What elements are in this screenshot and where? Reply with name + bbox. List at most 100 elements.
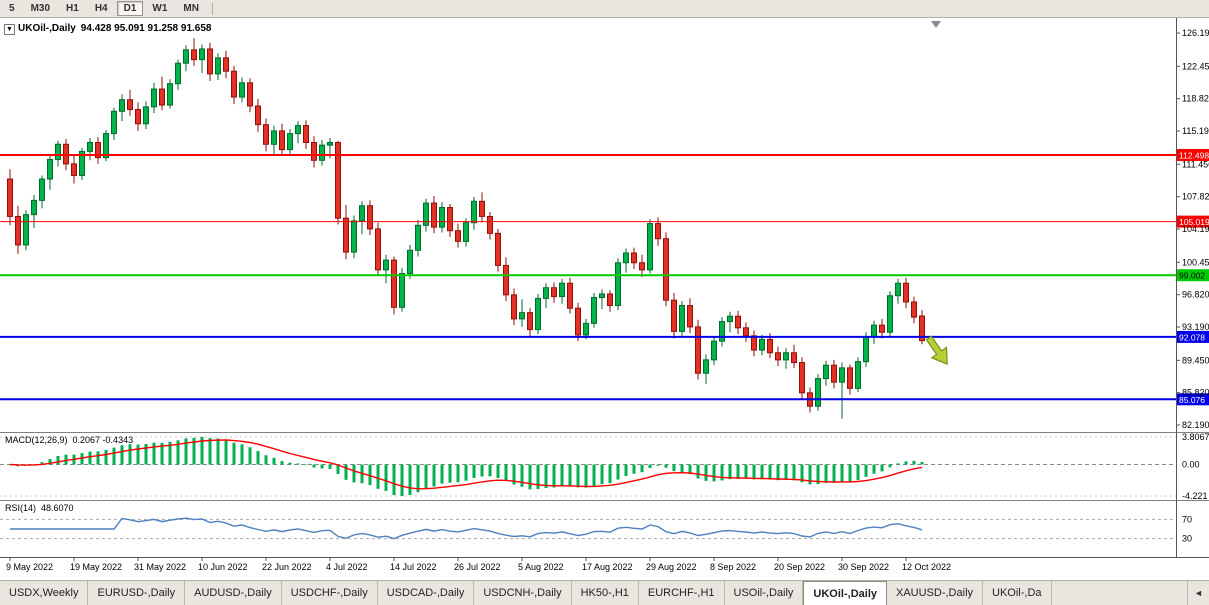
candle: [487, 211, 493, 240]
candle: [519, 299, 525, 327]
chart-area[interactable]: 112.498 105.019 99.002 92.078 85.076 126.190 1…: [0, 18, 1209, 580]
candle: [31, 195, 37, 229]
chart-shift-marker[interactable]: [931, 21, 941, 28]
candle: [455, 223, 461, 248]
candle: [903, 277, 909, 309]
candle: [303, 120, 309, 149]
x-axis-label: 10 Jun 2022: [198, 562, 248, 572]
price-tag-label: 85.076: [1179, 395, 1205, 405]
candle: [639, 254, 645, 278]
price-chart-svg[interactable]: 112.498 105.019 99.002 92.078 85.076 126.190 1…: [0, 18, 1209, 580]
candle: [871, 320, 877, 344]
candle: [15, 205, 21, 254]
tab-eurchf-h1[interactable]: EURCHF-,H1: [639, 581, 725, 605]
candle: [111, 107, 117, 140]
tab-usdcnh-daily[interactable]: USDCNH-,Daily: [474, 581, 572, 605]
candle: [759, 334, 765, 356]
x-axis-label: 5 Aug 2022: [518, 562, 564, 572]
candle: [359, 201, 365, 235]
candle: [431, 195, 437, 234]
tab-audusd-daily[interactable]: AUDUSD-,Daily: [185, 581, 282, 605]
candle: [87, 138, 93, 161]
tab-usdcad-daily[interactable]: USDCAD-,Daily: [378, 581, 475, 605]
x-axis-label: 4 Jul 2022: [326, 562, 368, 572]
rsi-value: 48.6070: [41, 503, 74, 513]
candle: [279, 123, 285, 156]
timeframe-5-button[interactable]: 5: [9, 3, 15, 14]
price-tag: [1176, 148, 1209, 161]
y-axis-label: 107.820: [1182, 192, 1209, 202]
candle: [391, 256, 397, 315]
candle: [831, 359, 837, 389]
candle: [647, 219, 653, 274]
candle: [7, 169, 13, 226]
tab-scroll-left-button[interactable]: ◄: [1187, 581, 1209, 605]
y-axis-label: 115.190: [1182, 126, 1209, 136]
arrow-down-annotation[interactable]: [921, 333, 954, 370]
tab-usdchf-daily[interactable]: USDCHF-,Daily: [282, 581, 378, 605]
x-axis-label: 17 Aug 2022: [582, 562, 633, 572]
candle: [751, 330, 757, 357]
candle: [79, 147, 85, 180]
timeframe-toolbar: 5 M30 H1 H4 D1 W1 MN: [0, 0, 1209, 18]
candle: [823, 360, 829, 386]
candle: [215, 53, 221, 81]
candle: [407, 244, 413, 279]
candle: [847, 364, 853, 395]
candle: [463, 218, 469, 247]
candle: [183, 45, 189, 72]
candle: [895, 278, 901, 304]
tab-ukoil-daily[interactable]: UKOil-,Daily: [803, 581, 887, 605]
tab-usoil-daily[interactable]: USOil-,Daily: [725, 581, 804, 605]
candle: [151, 82, 157, 114]
price-tag-label: 99.002: [1179, 271, 1205, 281]
candle: [207, 42, 213, 82]
chart-ohlc-values: 94.428 95.091 91.258 91.658: [80, 23, 212, 34]
price-tag: [1176, 215, 1209, 228]
candle: [503, 257, 509, 302]
price-tag-label: 105.019: [1179, 217, 1209, 227]
candle: [119, 94, 125, 122]
price-tag-label: 92.078: [1179, 332, 1205, 342]
chart-symbol-header: UKOil-,Daily 94.428 95.091 91.258 91.658: [18, 23, 211, 34]
candle: [535, 293, 541, 335]
timeframe-d1-button[interactable]: D1: [116, 1, 144, 16]
candle: [175, 59, 181, 90]
timeframe-mn-button[interactable]: MN: [183, 3, 199, 14]
y-axis-label: 104.190: [1182, 224, 1209, 234]
candle: [711, 336, 717, 366]
timeframe-h4-button[interactable]: H4: [94, 3, 108, 14]
tab-xauusd-daily[interactable]: XAUUSD-,Daily: [887, 581, 984, 605]
y-axis-label: 111.450: [1182, 159, 1209, 169]
candle: [367, 200, 373, 236]
y-axis-label: 82.190: [1182, 420, 1209, 430]
timeframe-w1-button[interactable]: W1: [152, 3, 168, 14]
chart-collapse-button[interactable]: ▼: [4, 24, 15, 35]
candle: [919, 310, 925, 345]
timeframe-m30-button[interactable]: M30: [30, 3, 51, 14]
x-axis-label: 12 Oct 2022: [902, 562, 951, 572]
candle: [799, 357, 805, 400]
tab-usdx-weekly[interactable]: USDX,Weekly: [0, 581, 89, 605]
candle: [671, 293, 677, 339]
y-axis-label: 96.820: [1182, 290, 1209, 300]
candle: [95, 137, 101, 164]
timeframe-h1-button[interactable]: H1: [66, 3, 79, 14]
tab-eurusd-daily[interactable]: EURUSD-,Daily: [88, 581, 186, 605]
candle: [551, 282, 557, 303]
candle: [295, 121, 301, 144]
candle: [383, 254, 389, 284]
candle: [159, 76, 165, 111]
candle: [775, 346, 781, 367]
candle: [375, 222, 381, 277]
candle: [575, 302, 581, 342]
candle: [783, 348, 789, 369]
tab-hk50-h1[interactable]: HK50-,H1: [572, 581, 639, 605]
macd-signal-line: [9, 439, 923, 490]
candle: [247, 78, 253, 113]
candle: [735, 310, 741, 335]
tab-ukoil-da[interactable]: UKOil-,Da: [983, 581, 1052, 605]
price-tag: [1176, 393, 1209, 406]
y-axis-label: 89.450: [1182, 355, 1209, 365]
candle: [815, 374, 821, 411]
